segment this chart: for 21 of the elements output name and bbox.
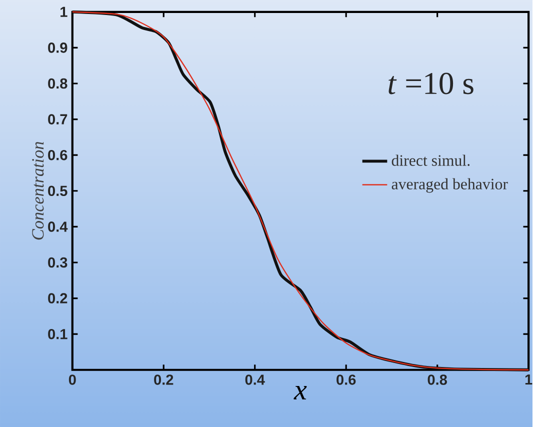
y-tick-label: 0.4 <box>48 221 68 232</box>
legend-label: averaged behavior <box>392 178 508 193</box>
x-tick-label: 0.4 <box>245 374 265 385</box>
y-tick-label: 0.7 <box>48 114 68 124</box>
y-tick-label: 0.3 <box>48 257 68 268</box>
x-tick-label: 0.2 <box>154 374 174 385</box>
x-tick-label: 0 <box>68 374 76 385</box>
x-tick-label: 0.6 <box>336 374 356 385</box>
y-tick-label: 0.6 <box>48 150 68 160</box>
y-tick-label: 0.2 <box>48 292 68 304</box>
y-tick-label: 1 <box>60 6 68 17</box>
legend-label: direct simul. <box>392 154 470 166</box>
y-tick-label: 0.8 <box>48 78 68 88</box>
y-tick-label: 0.1 <box>48 328 68 340</box>
x-tick-label: 0.8 <box>428 374 447 385</box>
y-tick-label: 0.9 <box>48 42 68 53</box>
x-axis-title: x <box>294 386 307 400</box>
y-tick-label: 0.5 <box>48 186 68 196</box>
x-tick-label: 1 <box>525 374 532 384</box>
y-axis-title: Concentration <box>32 142 44 240</box>
annotation: t =10 s <box>388 72 474 94</box>
